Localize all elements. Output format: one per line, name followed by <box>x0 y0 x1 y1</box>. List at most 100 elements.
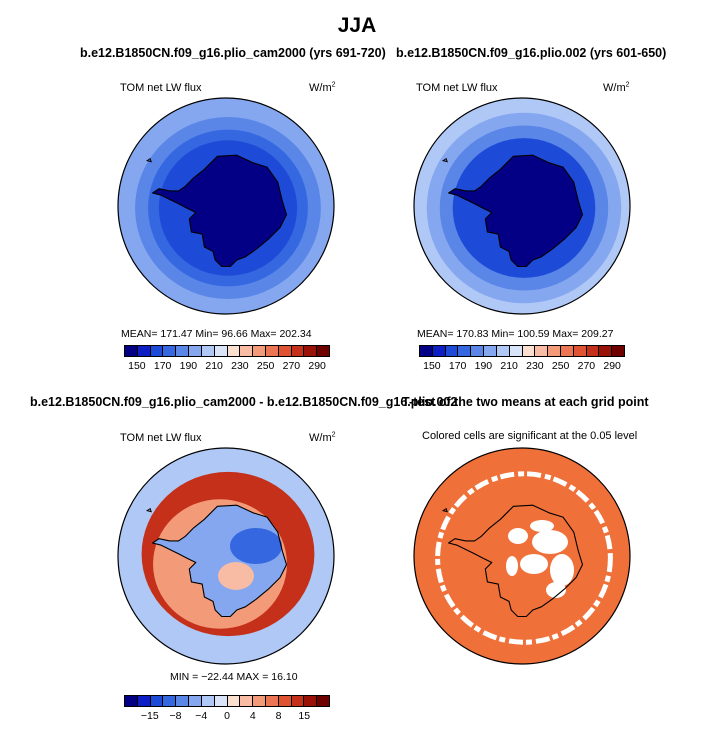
colorbar-swatch <box>163 696 177 706</box>
colorbar-swatch <box>496 346 510 356</box>
colorbar-swatch <box>137 696 151 706</box>
colorbar-swatch <box>176 346 190 356</box>
colorbar-swatch <box>227 696 241 706</box>
colorbar-swatch <box>317 696 329 706</box>
colorbar-tick-label: 150 <box>128 360 146 372</box>
antarctica-coastline <box>448 504 584 618</box>
antarctica-coastline <box>152 504 288 618</box>
panel-4-map <box>413 447 631 665</box>
colorbar-tick-label: −8 <box>169 710 182 722</box>
panel-3-units: W/m2 <box>309 431 336 444</box>
colorbar-swatch <box>599 346 613 356</box>
figure-title: JJA <box>337 14 377 37</box>
non-significant-cell <box>508 528 528 544</box>
non-significant-cell <box>532 530 568 554</box>
island-outline <box>441 507 448 513</box>
colorbar-swatch <box>445 346 459 356</box>
colorbar-swatch <box>253 346 266 356</box>
colorbar-tick-label: 210 <box>205 360 223 372</box>
colorbar-swatch <box>150 346 164 356</box>
non-significant-cell <box>506 556 518 576</box>
panel-1-title: b.e12.B1850CN.f09_g16.plio_cam2000 (yrs … <box>80 46 386 60</box>
colorbar-swatch <box>509 346 523 356</box>
colorbar-swatch <box>265 346 279 356</box>
colorbar-swatch <box>304 346 318 356</box>
panel-2-map <box>413 97 631 315</box>
panel-2-stats: MEAN= 170.83 Min= 100.59 Max= 209.27 <box>417 328 614 340</box>
colorbar-tick-label: 190 <box>474 360 493 372</box>
colorbar-swatch <box>304 696 318 706</box>
non-significant-cell <box>520 554 548 574</box>
map-boundary <box>117 447 335 665</box>
colorbar-swatch <box>432 346 446 356</box>
panel-3-variable-label: TOM net LW flux <box>120 432 202 444</box>
map-boundary <box>117 97 335 315</box>
panel-4-title: T-test of the two means at each grid poi… <box>402 395 649 409</box>
non-significant-ring <box>435 471 613 645</box>
colorbar-swatch <box>317 346 329 356</box>
colorbar-swatch <box>201 346 215 356</box>
colorbar-swatch <box>548 346 561 356</box>
panel-3-title: b.e12.B1850CN.f09_g16.plio_cam2000 - b.e… <box>30 395 458 409</box>
colorbar-tick-label: 15 <box>298 710 311 722</box>
colorbar-swatch <box>201 696 215 706</box>
colorbar-swatch <box>535 346 549 356</box>
colorbar-swatch <box>137 346 151 356</box>
colorbar-tick-label: −4 <box>195 710 208 722</box>
colorbar-swatch <box>189 696 202 706</box>
panel-3-stats: MIN = −22.44 MAX = 16.10 <box>170 671 298 683</box>
field-zone <box>448 155 583 267</box>
panel-2-title: b.e12.B1850CN.f09_g16.plio.002 (yrs 601-… <box>396 46 667 60</box>
colorbar-tick-label: 170 <box>448 360 467 372</box>
colorbar-tick-label: 4 <box>249 710 256 722</box>
colorbar-swatch <box>471 346 485 356</box>
colorbar-swatch <box>573 346 587 356</box>
significant-area <box>414 448 630 664</box>
colorbar-swatch <box>189 346 202 356</box>
antarctica-coastline <box>152 154 288 268</box>
colorbar-tick-label: 270 <box>577 360 596 372</box>
panel-2-colorbar <box>419 345 625 357</box>
panel-1-units: W/m2 <box>309 81 336 94</box>
colorbar-swatch <box>240 696 254 706</box>
colorbar-tick-label: 230 <box>231 360 249 372</box>
panel-4-subtitle: Colored cells are significant at the 0.0… <box>422 430 638 442</box>
colorbar-tick-label: 290 <box>308 360 326 372</box>
colorbar-swatch <box>240 346 254 356</box>
non-significant-cell <box>546 582 566 598</box>
panel-1-variable-label: TOM net LW flux <box>120 82 202 94</box>
field-zone <box>152 155 287 267</box>
map-boundary <box>413 447 631 665</box>
panel-3-map <box>117 447 335 665</box>
field-zone <box>230 528 282 564</box>
colorbar-swatch <box>586 346 600 356</box>
antarctica-coastline <box>448 154 584 268</box>
colorbar-swatch <box>176 696 190 706</box>
colorbar-swatch <box>163 346 177 356</box>
panel-1-stats: MEAN= 171.47 Min= 96.66 Max= 202.34 <box>121 328 312 340</box>
colorbar-swatch <box>125 346 138 356</box>
panel-1-map <box>117 97 335 315</box>
colorbar-tick-label: 270 <box>282 360 301 372</box>
colorbar-tick-label: 230 <box>526 360 544 372</box>
colorbar-swatch <box>265 696 279 706</box>
colorbar-tick-label: 210 <box>500 360 518 372</box>
colorbar-tick-label: 290 <box>603 360 621 372</box>
non-significant-cell <box>530 520 554 532</box>
map-boundary <box>413 97 631 315</box>
colorbar-tick-label: −15 <box>140 710 159 722</box>
colorbar-swatch <box>125 696 138 706</box>
colorbar-tick-label: 170 <box>153 360 172 372</box>
colorbar-swatch <box>291 696 305 706</box>
colorbar-swatch <box>278 696 292 706</box>
colorbar-swatch <box>253 696 266 706</box>
island-outline <box>441 157 448 163</box>
island-outline <box>145 157 152 163</box>
panel-1-colorbar <box>124 345 330 357</box>
colorbar-swatch <box>612 346 624 356</box>
colorbar-tick-label: 8 <box>275 710 282 722</box>
colorbar-swatch <box>278 346 292 356</box>
colorbar-swatch <box>522 346 536 356</box>
colorbar-swatch <box>484 346 497 356</box>
field-zone <box>218 562 254 590</box>
